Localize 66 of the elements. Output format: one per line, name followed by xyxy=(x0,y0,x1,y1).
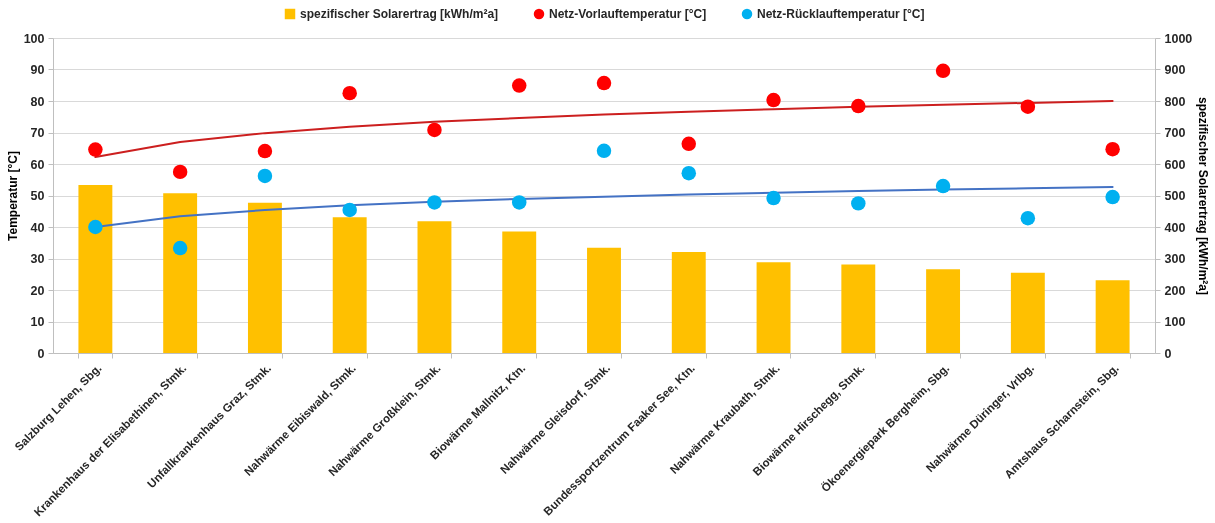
point xyxy=(681,136,697,152)
bar xyxy=(587,247,621,353)
point xyxy=(766,190,781,206)
bar xyxy=(756,262,791,353)
bar xyxy=(332,217,367,353)
point xyxy=(511,195,527,210)
y2-tick-label: 0 xyxy=(1164,346,1172,361)
bar xyxy=(926,269,961,353)
y2-tick-label: 100 xyxy=(1164,315,1186,329)
point xyxy=(427,122,442,138)
y-tick-label: 20 xyxy=(30,283,45,298)
point xyxy=(1105,189,1120,205)
y2-tick-label: 400 xyxy=(1164,220,1186,235)
y2-tick-label: 500 xyxy=(1164,189,1186,203)
point xyxy=(851,196,866,211)
point xyxy=(172,164,188,180)
y-tick-label: 50 xyxy=(30,189,45,203)
legend-label: Netz-Vorlauftemperatur [°C] xyxy=(549,7,707,21)
bar xyxy=(841,264,876,353)
y-tick-label: 30 xyxy=(30,252,45,266)
point xyxy=(1020,99,1036,114)
point xyxy=(257,143,273,159)
point xyxy=(427,195,442,210)
point xyxy=(88,142,103,157)
y-tick-label: 70 xyxy=(30,126,45,140)
y-tick-label: 60 xyxy=(30,157,45,172)
point xyxy=(511,78,527,93)
point xyxy=(596,143,612,158)
bar xyxy=(1095,280,1130,353)
point xyxy=(935,178,951,194)
point xyxy=(88,219,103,235)
legend-label: Netz-Rücklauftemperatur [°C] xyxy=(757,7,925,21)
y-tick-label: 100 xyxy=(23,31,45,46)
point xyxy=(935,63,951,78)
point xyxy=(342,202,357,218)
point xyxy=(257,168,273,184)
y-tick-label: 80 xyxy=(30,94,45,109)
bar xyxy=(1010,272,1045,353)
bar xyxy=(671,251,706,353)
point xyxy=(766,92,781,108)
y2-tick-label: 900 xyxy=(1164,63,1186,77)
point xyxy=(1020,210,1036,226)
y-tick-label: 0 xyxy=(37,346,45,361)
point xyxy=(681,165,697,181)
y-tick-label: 10 xyxy=(30,315,45,329)
y2-tick-label: 800 xyxy=(1164,94,1186,109)
point xyxy=(596,75,612,91)
y-tick-label: 40 xyxy=(30,220,45,235)
y2-axis-title: spezifischer Solarertrag [kWh/m²a] xyxy=(1196,96,1211,296)
y2-tick-label: 700 xyxy=(1164,126,1186,140)
bar xyxy=(78,185,113,353)
bar xyxy=(163,193,198,353)
bar xyxy=(247,202,282,353)
y-axis-title: Temperatur [°C] xyxy=(5,151,20,241)
point xyxy=(851,98,866,114)
y2-tick-label: 300 xyxy=(1164,252,1186,266)
y2-tick-label: 200 xyxy=(1164,283,1186,298)
bar xyxy=(417,221,452,353)
y2-tick-label: 1000 xyxy=(1164,31,1193,46)
legend-label: spezifischer Solarertrag [kWh/m²a] xyxy=(300,7,499,21)
bar xyxy=(502,231,537,353)
point xyxy=(1105,141,1120,157)
point xyxy=(172,240,188,256)
y-tick-label: 90 xyxy=(30,63,45,77)
y2-tick-label: 600 xyxy=(1164,157,1186,172)
point xyxy=(342,85,357,101)
